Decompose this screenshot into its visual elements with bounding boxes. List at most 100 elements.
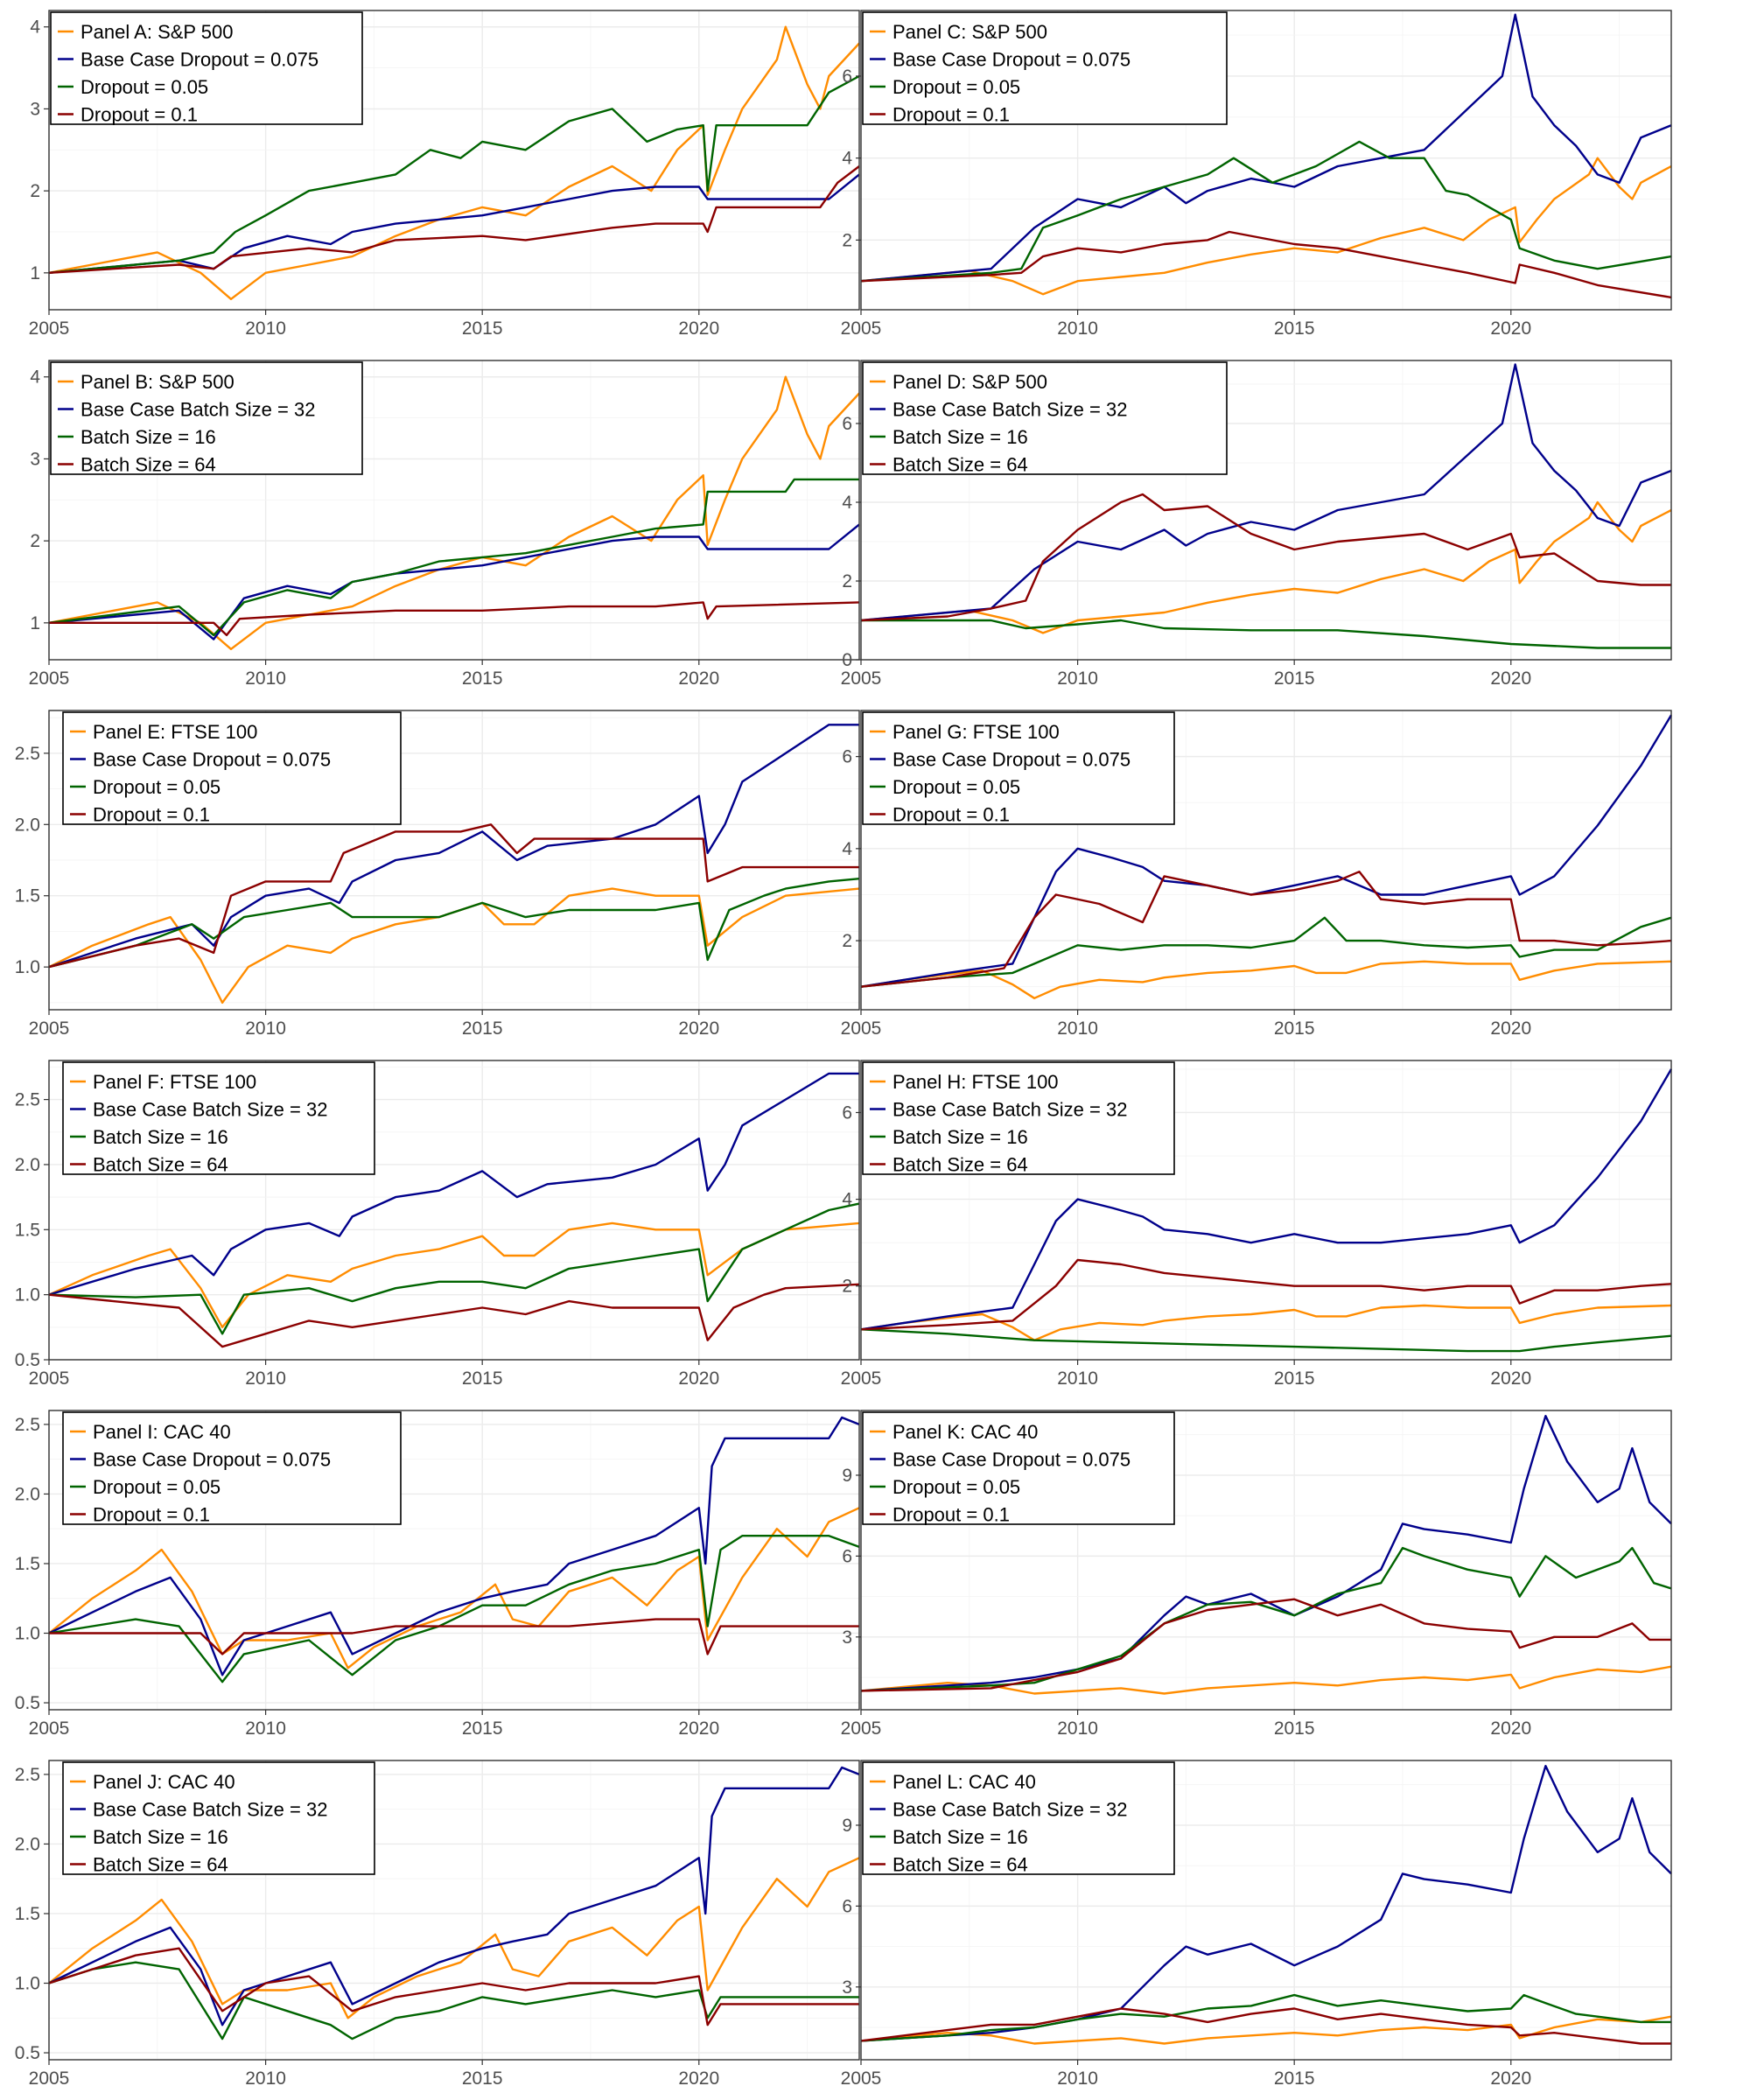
panel-d-series-line-3 [860,493,1671,622]
panel-l: 2005 2010 2015 2020 3 6 9 Panel L: CAC 40 Base C… [841,1760,1672,2089]
panel-e-series-line-1 [48,724,859,969]
panel-h-legend: Panel H: FTSE 100 Base Case Batch Size = … [862,1061,1175,1176]
panel-f-legend-label-3: Batch Size = 64 [93,1154,228,1176]
panel-a-series-line-1 [48,173,860,274]
panel-l-y-tick-label: 3 [842,1978,852,1998]
panel-h-y-tick-label: 6 [842,1102,852,1123]
panel-h-legend-label-2: Batch Size = 16 [892,1126,1028,1148]
panel-i-x-tick-label: 2020 [678,1718,719,1739]
panel-k-legend-label-3: Dropout = 0.1 [892,1504,1010,1526]
panel-h-x-tick-label: 2015 [1274,1368,1315,1389]
panel-j-series-line-3 [48,1947,859,2026]
panel-d-series-line-2 [861,619,1671,649]
panel-i-legend-label-3: Dropout = 0.1 [93,1504,210,1526]
panel-c: 2005 2010 2015 2020 2 4 6 Panel C: S&P 500 Base … [841,10,1672,339]
panel-a-x-tick-label: 2010 [245,318,286,339]
panel-a-series-line-0 [48,25,860,300]
panel-f-y-tick-label: 0.5 [15,1350,40,1370]
panel-f: 2005 2010 2015 2020 0.5 1.0 1.5 2.0 2.5 Panel F: … [15,1060,860,1389]
panel-a-border [48,10,860,311]
panel-a-legend-label-2: Dropout = 0.05 [80,76,208,98]
panel-a-legend-label-3: Dropout = 0.1 [80,104,198,126]
panel-g-y-tick-label: 4 [842,839,852,859]
panel-b-series-line-1 [48,523,860,640]
panel-i-legend-label-0: Panel I: CAC 40 [93,1421,231,1443]
panel-e-x-tick-label: 2020 [678,1018,719,1039]
panel-b: 2005 2010 2015 2020 1 2 3 4 Panel B: S&P 500 Base… [29,360,860,689]
panel-e: 2005 2010 2015 2020 1.0 1.5 2.0 2.5 Panel E: FTS… [15,710,860,1039]
panel-e-legend-label-3: Dropout = 0.1 [93,804,210,826]
panel-k-x-tick-label: 2010 [1057,1718,1098,1739]
panel-b-series-line-0 [48,375,860,650]
panel-l-y-tick-label: 6 [842,1896,852,1916]
panel-b-y-tick-label: 1 [30,613,40,634]
panel-c-x-tick-label: 2020 [1490,318,1531,339]
panel-d-legend-label-1: Base Case Batch Size = 32 [892,399,1127,421]
panel-g-legend: Panel G: FTSE 100 Base Case Dropout = 0.0… [862,711,1175,826]
panel-i-legend-label-2: Dropout = 0.05 [93,1476,220,1498]
panel-h-series-line-0 [860,1304,1672,1341]
panel-k: 2005 2010 2015 2020 3 6 9 Panel K: CAC 40 Base C… [841,1410,1672,1739]
panel-b-series-line-3 [49,601,860,637]
panel-d-x-tick-label: 2020 [1490,668,1531,689]
panel-g-x-tick-label: 2005 [841,1018,882,1039]
panel-h-x-tick-label: 2005 [841,1368,882,1389]
panel-d-legend-label-0: Panel D: S&P 500 [892,371,1047,393]
panel-a-y-tick-label: 1 [30,263,40,284]
panel-b-x-tick-label: 2005 [29,668,70,689]
panel-e-y-tick-label: 2.0 [15,815,40,835]
panel-f-y-tick-label: 1.0 [15,1285,40,1306]
panel-e-legend: Panel E: FTSE 100 Base Case Dropout = 0.0… [62,711,402,826]
panel-e-legend-label-1: Base Case Dropout = 0.075 [93,749,331,771]
panel-g-y-tick-label: 6 [842,747,852,767]
panel-c-y-tick-label: 6 [842,66,852,87]
panel-g-y-tick-label: 2 [842,931,852,951]
panel-a-series-line-3 [48,165,860,274]
panel-g-legend-label-1: Base Case Dropout = 0.075 [892,749,1130,771]
panel-d-series-line-1 [860,363,1672,622]
panel-i-series-line-3 [49,1618,859,1656]
panel-h-legend-label-1: Base Case Batch Size = 32 [892,1099,1127,1121]
panel-j-legend-box [62,1761,375,1875]
panel-j-legend: Panel J: CAC 40 Base Case Batch Size = 32… [62,1761,375,1876]
panel-l-y-tick-label: 9 [842,1816,852,1836]
panel-i-series-line-1 [48,1416,860,1676]
panel-k-series-line-3 [860,1598,1671,1692]
panel-a-legend: Panel A: S&P 500 Base Case Dropout = 0.07… [50,11,363,126]
panel-i-x-tick-label: 2010 [245,1718,286,1739]
panel-e-x-tick-label: 2010 [245,1018,286,1039]
panel-f-y-tick-label: 1.5 [15,1220,40,1240]
panel-d-legend: Panel D: S&P 500 Base Case Batch Size = 3… [862,361,1228,476]
panel-e-y-tick-label: 2.5 [15,744,40,764]
panel-b-y-tick-label: 4 [30,368,40,388]
panel-i-legend: Panel I: CAC 40 Base Case Dropout = 0.075… [62,1411,402,1526]
panel-l-x-tick-label: 2020 [1490,2068,1531,2089]
panel-f-x-tick-label: 2010 [245,1368,286,1389]
panel-g-series-line-3 [860,871,1672,988]
panel-i: 2005 2010 2015 2020 0.5 1.0 1.5 2.0 2.5 Panel I: … [15,1410,860,1739]
panel-b-series-line-2 [48,478,859,637]
panel-l-x-tick-label: 2010 [1057,2068,1098,2089]
panel-e-legend-label-2: Dropout = 0.05 [93,776,220,798]
panel-d-legend-box [862,361,1228,475]
panel-f-series-line-0 [48,1222,860,1328]
panel-d-legend-label-3: Batch Size = 64 [892,454,1028,476]
panel-h-series-line-2 [860,1328,1672,1353]
panel-b-x-tick-label: 2020 [678,668,719,689]
panel-c-legend-label-3: Dropout = 0.1 [892,104,1010,126]
panel-b-x-tick-label: 2015 [462,668,503,689]
panel-a-x-tick-label: 2020 [678,318,719,339]
panel-j-x-tick-label: 2015 [462,2068,503,2089]
panel-c-series-line-0 [860,157,1672,296]
panel-e-legend-box [62,711,402,825]
panel-d-series-line-0 [860,500,1672,634]
panel-g-legend-box [862,711,1175,825]
panel-f-y-tick-label: 2.0 [15,1155,40,1175]
panel-b-legend-label-2: Batch Size = 16 [80,426,216,448]
panel-d-x-tick-label: 2015 [1274,668,1315,689]
panel-g-x-tick-label: 2010 [1057,1018,1098,1039]
panel-e-x-tick-label: 2005 [29,1018,70,1039]
panel-i-y-tick-label: 2.0 [15,1484,40,1504]
panel-d: 2005 2010 2015 2020 0 2 4 6 Panel D: S&P 500 Base… [841,360,1672,689]
panel-b-legend-box [50,361,363,475]
